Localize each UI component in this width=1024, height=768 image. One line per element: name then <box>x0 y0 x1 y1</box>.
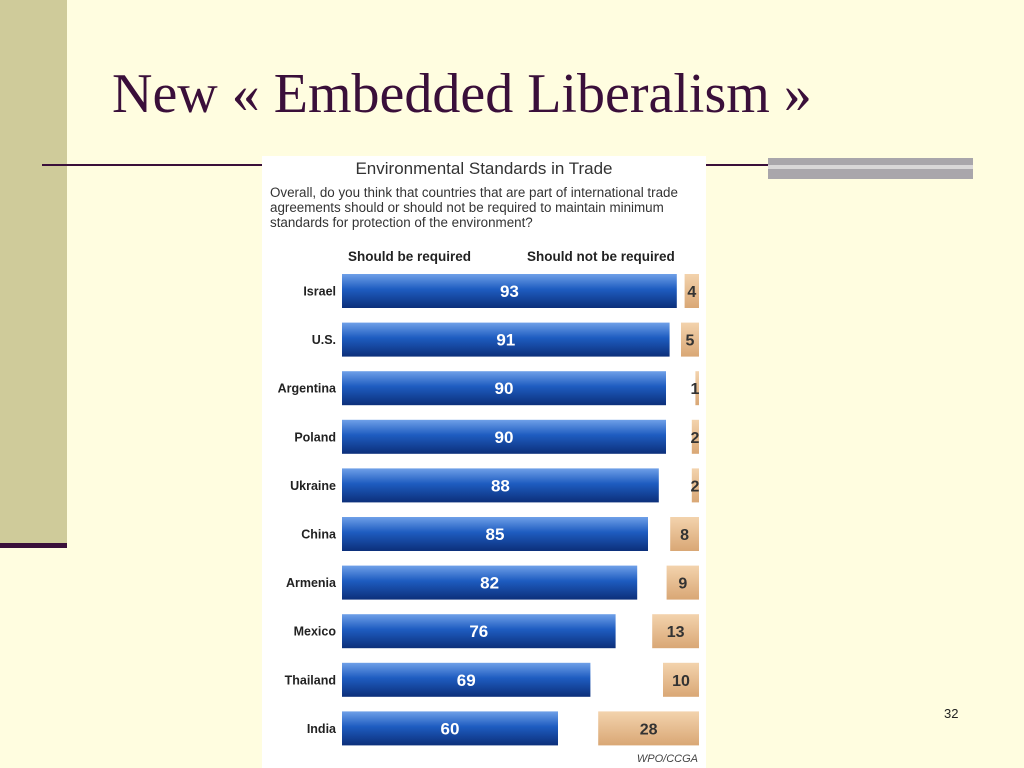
bar-should-be-required <box>342 419 666 454</box>
category-label: India <box>307 722 337 736</box>
bar-should-be-required <box>342 662 591 697</box>
category-label: U.S. <box>312 333 336 347</box>
bar-should-not-be-required <box>691 468 699 503</box>
value-label-should-not-be-required: 5 <box>686 333 695 350</box>
category-label: Thailand <box>285 673 336 687</box>
bar-should-not-be-required <box>695 371 699 406</box>
chart-panel: Environmental Standards in Trade Overall… <box>262 156 706 768</box>
category-label: China <box>301 528 337 542</box>
bar-should-be-required <box>342 371 666 406</box>
bar-should-not-be-required <box>663 662 699 697</box>
chart-question: Overall, do you think that countries tha… <box>270 185 678 230</box>
source-credit: WPO/CCGA <box>636 753 698 765</box>
left-accent-rule <box>0 543 67 548</box>
bar-should-not-be-required <box>684 274 699 308</box>
page-number: 32 <box>944 706 959 721</box>
category-label: Armenia <box>286 576 337 590</box>
category-label: Mexico <box>294 625 337 639</box>
bar-should-be-required <box>342 322 670 357</box>
bar-should-be-required <box>342 711 558 746</box>
bar-should-not-be-required <box>598 711 699 746</box>
value-label-should-not-be-required: 10 <box>672 673 690 690</box>
bar-should-not-be-required <box>666 565 699 600</box>
value-label-should-be-required: 91 <box>496 331 515 350</box>
title-divider-right <box>705 164 768 166</box>
bar-should-be-required <box>342 274 677 308</box>
legend-should-not-be-required: Should not be required <box>527 249 675 264</box>
chart-title: Environmental Standards in Trade <box>355 159 613 178</box>
value-label-should-be-required: 88 <box>491 476 510 495</box>
value-label-should-be-required: 93 <box>500 282 519 301</box>
bar-should-be-required <box>342 468 659 503</box>
value-label-should-not-be-required: 1 <box>691 381 700 398</box>
bar-should-not-be-required <box>681 322 699 357</box>
bar-should-not-be-required <box>670 517 699 551</box>
value-label-should-be-required: 90 <box>495 379 514 398</box>
value-label-should-not-be-required: 9 <box>678 576 687 593</box>
left-decorative-band <box>0 0 67 547</box>
value-label-should-not-be-required: 28 <box>640 721 658 738</box>
slide-title: New « Embedded Liberalism » <box>112 63 812 125</box>
category-label: Poland <box>294 430 336 444</box>
value-label-should-be-required: 90 <box>495 428 514 447</box>
category-label: Argentina <box>278 382 337 396</box>
value-label-should-be-required: 82 <box>480 574 499 593</box>
bar-should-be-required <box>342 614 616 649</box>
value-label-should-not-be-required: 13 <box>667 624 685 641</box>
bar-should-be-required <box>342 517 648 551</box>
value-label-should-not-be-required: 4 <box>687 284 696 301</box>
value-label-should-be-required: 69 <box>457 671 476 690</box>
title-divider-left <box>42 164 264 166</box>
value-label-should-be-required: 85 <box>486 525 505 544</box>
value-label-should-not-be-required: 2 <box>691 478 700 495</box>
bar-should-not-be-required <box>652 614 699 649</box>
bar-should-be-required <box>342 565 638 600</box>
value-label-should-not-be-required: 8 <box>680 527 689 544</box>
value-label-should-be-required: 60 <box>441 719 460 738</box>
category-label: Ukraine <box>290 479 336 493</box>
decorative-grey-bar <box>768 158 973 179</box>
legend-should-be-required: Should be required <box>348 249 472 264</box>
category-label: Israel <box>303 285 336 299</box>
bar-should-not-be-required <box>691 419 699 454</box>
value-label-should-not-be-required: 2 <box>691 430 700 447</box>
value-label-should-be-required: 76 <box>469 622 488 641</box>
bar-chart: Israel 93 4 U.S. 91 5 Argentina 90 1 Poland 90 2 Ukr… <box>278 274 700 746</box>
